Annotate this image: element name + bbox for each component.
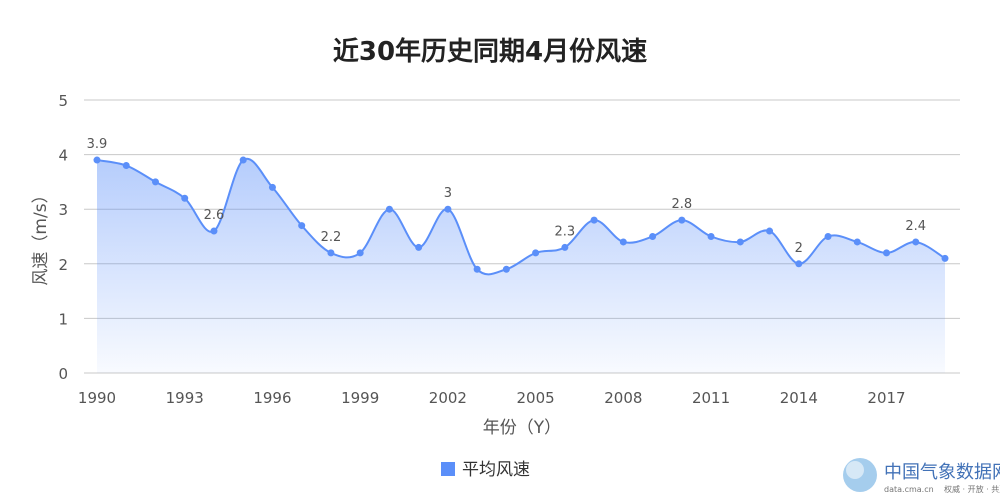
x-tick-label: 2014 <box>780 389 818 407</box>
data-label: 3 <box>444 186 452 201</box>
x-axis-label: 年份（Y） <box>483 418 561 438</box>
data-point[interactable] <box>853 238 861 246</box>
data-point[interactable] <box>502 265 510 273</box>
data-point[interactable] <box>883 249 891 257</box>
data-point[interactable] <box>678 216 686 224</box>
watermark-url: data.cma.cn <box>884 485 934 494</box>
x-tick-label: 2002 <box>429 389 467 407</box>
data-point[interactable] <box>444 205 452 213</box>
x-tick-label: 1993 <box>166 389 204 407</box>
x-tick-label: 1999 <box>341 389 379 407</box>
legend[interactable]: 平均风速 <box>441 460 530 480</box>
data-label: 2.6 <box>204 208 225 223</box>
y-tick-label: 3 <box>58 201 68 219</box>
data-points <box>93 156 949 273</box>
y-tick-label: 4 <box>58 147 68 165</box>
x-tick-label: 1996 <box>253 389 291 407</box>
data-point[interactable] <box>385 205 393 213</box>
data-label: 2.2 <box>321 230 342 245</box>
data-point[interactable] <box>151 178 159 186</box>
data-point[interactable] <box>93 156 101 164</box>
data-point[interactable] <box>941 254 949 262</box>
data-point[interactable] <box>210 227 218 235</box>
data-label: 2.8 <box>671 197 692 212</box>
data-point[interactable] <box>532 249 540 257</box>
data-point[interactable] <box>327 249 335 257</box>
x-axis-ticks: 1990 1993 1996 1999 2002 2005 2008 2011 2014 2017 <box>78 389 906 407</box>
data-point[interactable] <box>795 260 803 268</box>
x-tick-label: 2008 <box>604 389 642 407</box>
data-label: 2 <box>795 241 803 256</box>
legend-swatch <box>441 462 455 476</box>
data-point[interactable] <box>239 156 247 164</box>
series-area <box>97 158 945 373</box>
chart-title: 近30年历史同期4月份风速 <box>333 36 647 67</box>
data-point[interactable] <box>561 243 569 251</box>
data-label: 2.4 <box>905 219 926 234</box>
y-tick-label: 0 <box>58 365 68 383</box>
data-point[interactable] <box>590 216 598 224</box>
y-tick-label: 2 <box>58 256 68 274</box>
data-point[interactable] <box>824 233 832 240</box>
data-point[interactable] <box>356 249 364 257</box>
watermark-slogan: 权威 · 开放 · 共赢 <box>944 484 1000 494</box>
y-tick-label: 1 <box>58 310 68 328</box>
data-point[interactable] <box>122 162 130 170</box>
data-point[interactable] <box>649 233 657 240</box>
x-tick-label: 2005 <box>517 389 555 407</box>
x-tick-label: 2017 <box>867 389 905 407</box>
data-point[interactable] <box>268 183 276 191</box>
data-point[interactable] <box>707 233 715 240</box>
data-point[interactable] <box>736 238 744 246</box>
data-point[interactable] <box>415 243 423 251</box>
data-point[interactable] <box>619 238 627 246</box>
data-point[interactable] <box>766 227 774 235</box>
watermark-name: 中国气象数据网 <box>884 462 1000 483</box>
data-labels: 3.9 2.6 2.2 3 2.3 2.8 2 2.4 <box>87 137 926 256</box>
globe-icon <box>843 458 877 492</box>
watermark-logo: 中国气象数据网 data.cma.cn 权威 · 开放 · 共赢 <box>843 458 1000 494</box>
data-point[interactable] <box>181 194 189 202</box>
y-tick-label: 5 <box>58 92 68 110</box>
data-point[interactable] <box>298 222 306 230</box>
data-label: 2.3 <box>555 224 576 239</box>
data-point[interactable] <box>912 238 920 246</box>
x-tick-label: 1990 <box>78 389 116 407</box>
y-axis-ticks: 0 1 2 3 4 5 <box>58 92 68 383</box>
data-point[interactable] <box>473 265 481 273</box>
data-label: 3.9 <box>87 137 108 152</box>
y-axis-label: 风速（m/s） <box>31 186 51 285</box>
legend-label: 平均风速 <box>462 460 530 480</box>
x-tick-label: 2011 <box>692 389 730 407</box>
